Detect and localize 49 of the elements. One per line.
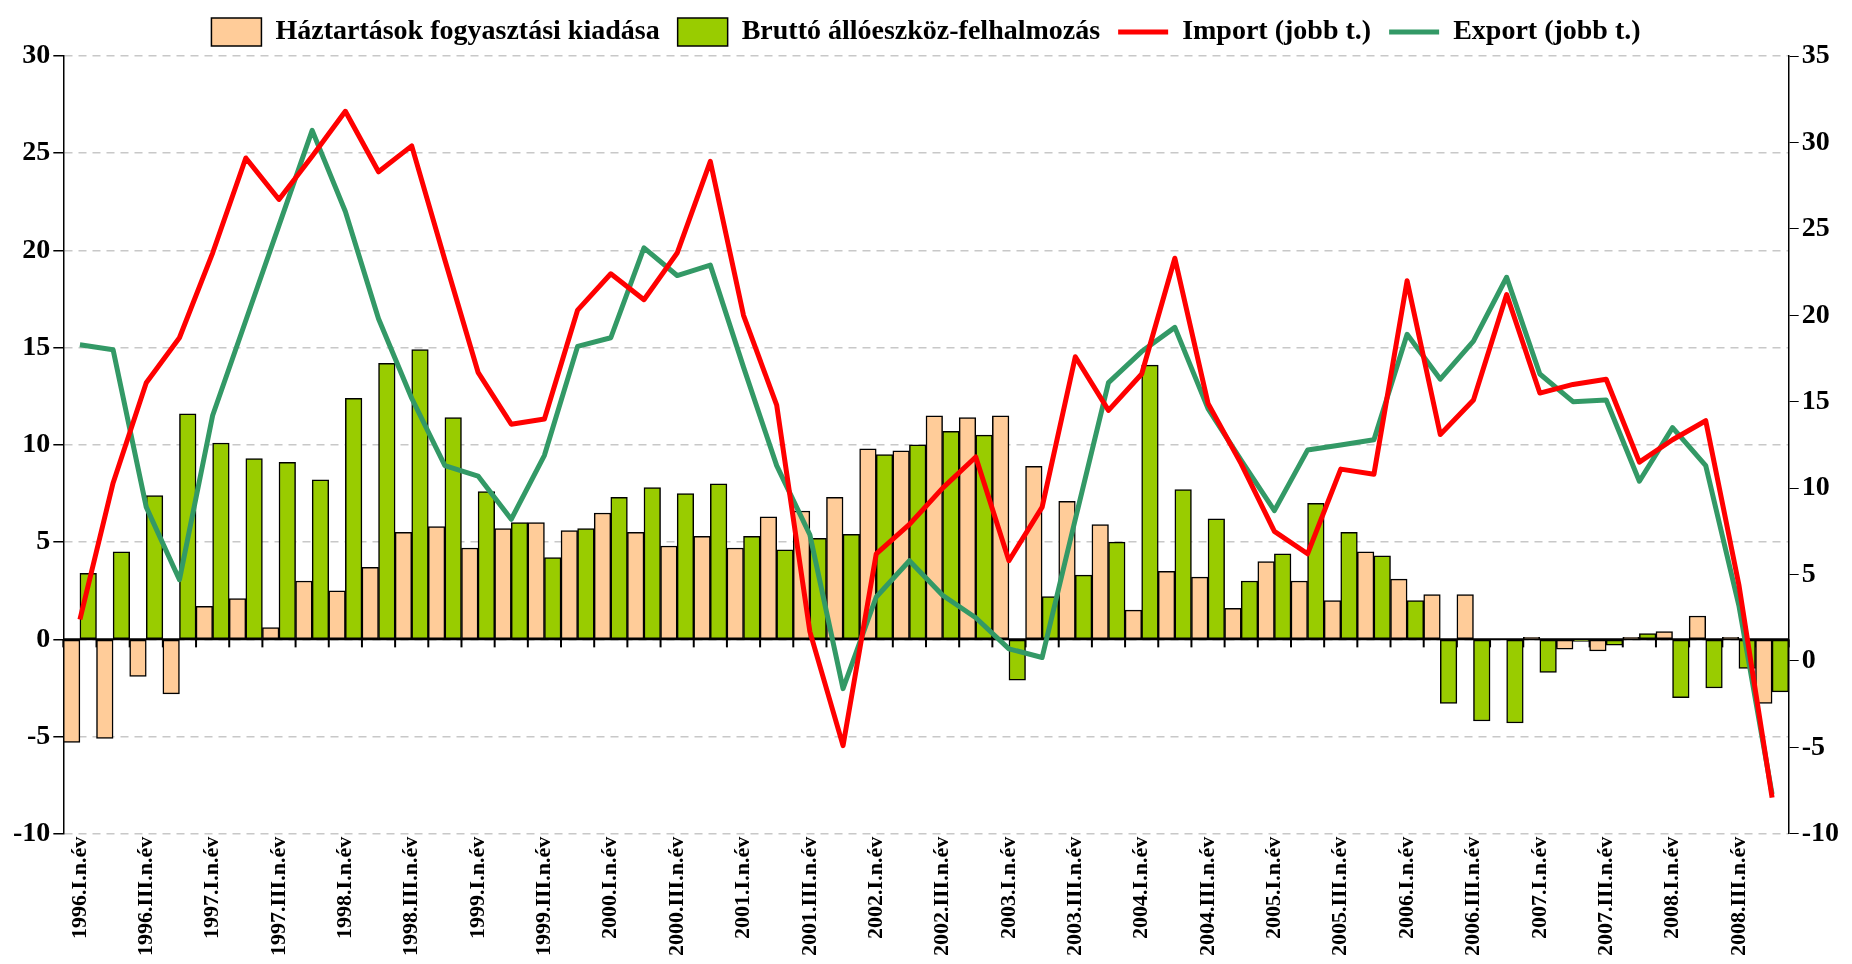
x-tick-label: 2005.I.n.év bbox=[1260, 836, 1286, 939]
x-tick-label: 2007.I.n.év bbox=[1525, 836, 1551, 939]
legend-label: Háztartások fogyasztási kiadása bbox=[275, 14, 660, 46]
y2-tick-label: -5 bbox=[1801, 729, 1825, 761]
x-tick-label: 2003.I.n.év bbox=[994, 836, 1020, 939]
x-tick-label: 2002.I.n.év bbox=[861, 836, 887, 939]
y-tick-label: 15 bbox=[22, 329, 51, 361]
x-tick-label: 2001.III.n.év bbox=[795, 836, 821, 956]
y-tick-label: -10 bbox=[13, 816, 51, 848]
y2-tick-label: 20 bbox=[1801, 297, 1830, 329]
x-tick-label: 2006.I.n.év bbox=[1392, 836, 1418, 939]
y-tick-label: 30 bbox=[22, 38, 51, 70]
x-tick-label: 2000.III.n.év bbox=[662, 836, 688, 956]
y-tick-label: 20 bbox=[22, 232, 51, 264]
x-tick-label: 2007.III.n.év bbox=[1591, 836, 1617, 956]
y-tick-label: 25 bbox=[22, 135, 51, 167]
x-tick-label: 2002.III.n.év bbox=[928, 836, 954, 956]
legend-label: Export (jobb t.) bbox=[1453, 14, 1641, 46]
x-tick-label: 1999.III.n.év bbox=[530, 836, 556, 956]
x-tick-label: 1997.I.n.év bbox=[198, 836, 224, 939]
x-tick-label: 2000.I.n.év bbox=[596, 836, 622, 939]
y2-tick-label: 30 bbox=[1801, 124, 1830, 156]
x-tick-label: 2005.III.n.év bbox=[1326, 836, 1352, 956]
y2-tick-label: 10 bbox=[1801, 470, 1830, 502]
x-tick-label: 1996.III.n.év bbox=[131, 836, 157, 956]
x-tick-label: 2006.III.n.év bbox=[1459, 836, 1485, 956]
y2-tick-label: 15 bbox=[1801, 383, 1830, 415]
x-tick-label: 2008.I.n.év bbox=[1658, 836, 1684, 939]
y2-tick-label: 5 bbox=[1801, 556, 1816, 588]
x-tick-label: 2004.III.n.év bbox=[1193, 836, 1219, 956]
x-tick-label: 1998.I.n.év bbox=[331, 836, 357, 939]
x-tick-label: 1996.I.n.év bbox=[65, 836, 91, 939]
x-tick-label: 2004.I.n.év bbox=[1127, 836, 1153, 939]
y2-tick-label: 25 bbox=[1801, 211, 1830, 243]
x-tick-label: 2003.III.n.év bbox=[1061, 836, 1086, 956]
y2-tick-label: -10 bbox=[1801, 816, 1839, 848]
y-tick-label: -5 bbox=[27, 718, 51, 750]
x-tick-label: 1997.III.n.év bbox=[264, 836, 290, 956]
y-tick-label: 10 bbox=[22, 427, 51, 459]
y2-tick-label: 0 bbox=[1801, 643, 1816, 675]
x-tick-label: 2001.I.n.év bbox=[729, 836, 755, 939]
x-tick-label: 2008.III.n.év bbox=[1724, 836, 1750, 956]
x-tick-label: 1999.I.n.év bbox=[463, 836, 489, 939]
x-tick-label: 1998.III.n.év bbox=[397, 836, 423, 956]
legend-label: Bruttó állóeszköz-felhalmozás bbox=[741, 14, 1101, 46]
y-tick-label: 5 bbox=[36, 524, 51, 556]
y2-tick-label: 35 bbox=[1801, 38, 1830, 70]
legend-label: Import (jobb t.) bbox=[1182, 14, 1372, 46]
y-tick-label: 0 bbox=[36, 621, 51, 653]
